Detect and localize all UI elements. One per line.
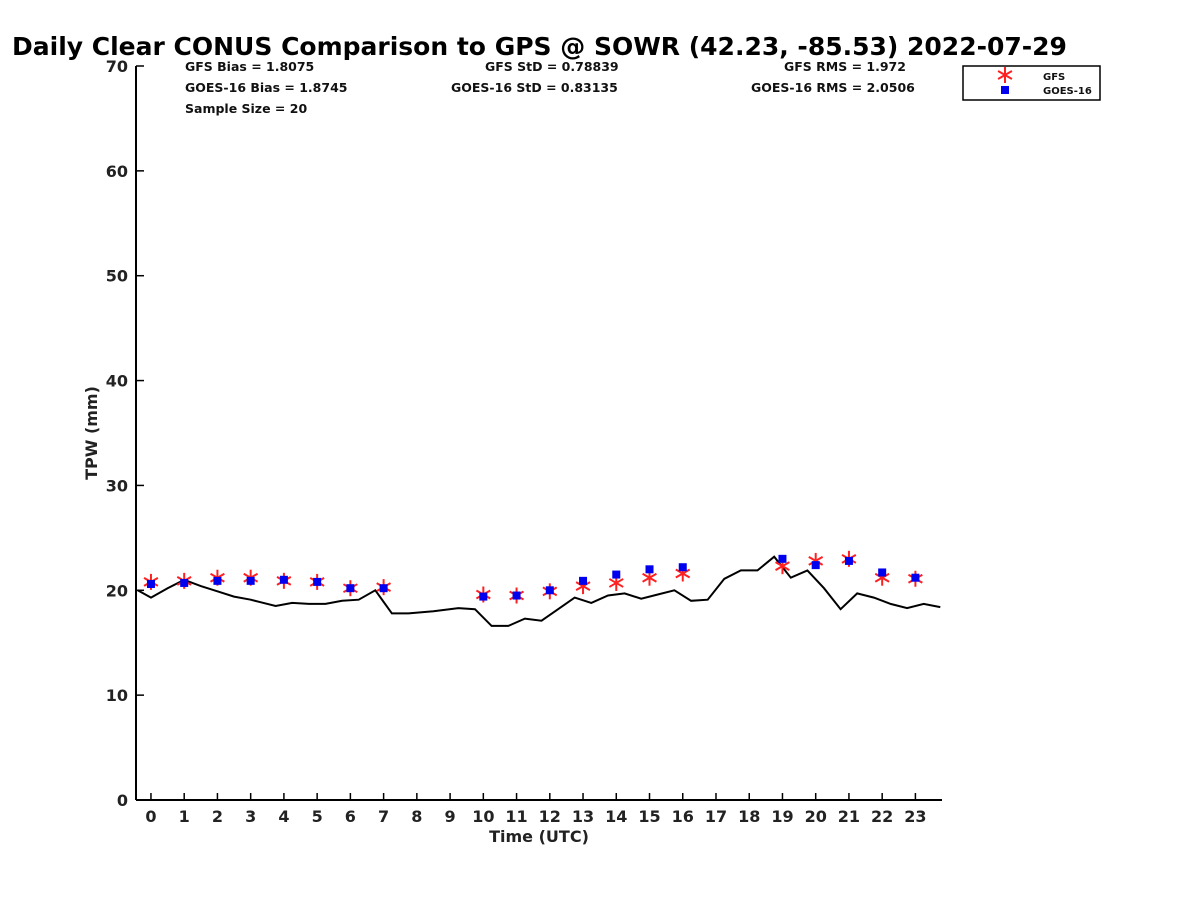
y-tick-label: 50 [106, 267, 128, 286]
axes: 0 1 2 3 4 5 6 7 8 9 10 11 12 13 14 15 16 17 18 19 20 21 22 23 0… [106, 57, 942, 826]
legend: GFS GOES-16 [962, 65, 1101, 101]
goes16-point [246, 576, 255, 585]
x-tick-label: 1 [179, 807, 190, 826]
plot-area [137, 550, 941, 627]
x-tick-label: 21 [838, 807, 860, 826]
legend-goes16-label: GOES-16 [1043, 86, 1092, 97]
gfs-point-stroke [675, 568, 691, 579]
y-tick-label: 60 [106, 162, 128, 181]
legend-goes16-marker-icon [1001, 86, 1009, 94]
x-tick-label: 2 [212, 807, 223, 826]
goes16-point [146, 579, 155, 588]
goes16-point [313, 577, 322, 586]
x-tick-label: 10 [472, 807, 494, 826]
x-tick-label: 16 [672, 807, 694, 826]
gfs-point-stroke [808, 556, 824, 566]
goes16-series [146, 554, 920, 601]
x-tick-label: 3 [245, 807, 256, 826]
x-axis-label: Time (UTC) [489, 827, 589, 846]
gfs-rms-stat: GFS RMS = 1.972 [784, 59, 906, 74]
goes-rms-stat: GOES-16 RMS = 2.0506 [751, 80, 915, 95]
x-tick-label: 18 [738, 807, 760, 826]
x-tick-label: 15 [638, 807, 660, 826]
legend-gfs-label: GFS [1043, 72, 1065, 83]
y-ticks: 0 10 20 30 40 50 60 70 [106, 57, 144, 810]
x-tick-label: 11 [505, 807, 527, 826]
y-axis-label: TPW (mm) [82, 386, 101, 480]
x-ticks: 0 1 2 3 4 5 6 7 8 9 10 11 12 13 14 15 16 17 18 19 20 21 22 23 [145, 793, 927, 826]
x-tick-label: 5 [312, 807, 323, 826]
goes16-point [878, 568, 887, 577]
goes16-point [844, 556, 853, 565]
goes16-point [778, 554, 787, 563]
legend-gfs-asterisk [997, 67, 1013, 83]
goes16-point [678, 563, 687, 572]
y-tick-label: 0 [117, 791, 128, 810]
sample-size-stat: Sample Size = 20 [185, 101, 307, 116]
y-tick-label: 40 [106, 372, 128, 391]
goes-bias-stat: GOES-16 Bias = 1.8745 [185, 80, 347, 95]
gfs-std-stat: GFS StD = 0.78839 [485, 59, 619, 74]
goes16-point [279, 575, 288, 584]
x-tick-label: 12 [539, 807, 561, 826]
goes16-point [180, 578, 189, 587]
gfs-point-stroke [874, 572, 890, 583]
legend-gfs-marker-icon [997, 67, 1013, 83]
legend-gfs-asterisk-stroke [997, 70, 1013, 80]
goes16-point [645, 565, 654, 574]
x-tick-label: 7 [378, 807, 389, 826]
x-tick-label: 17 [705, 807, 727, 826]
gps-line [137, 555, 941, 627]
y-tick-label: 70 [106, 57, 128, 76]
goes-std-stat: GOES-16 StD = 0.83135 [451, 80, 618, 95]
x-tick-label: 4 [278, 807, 289, 826]
y-tick-label: 10 [106, 686, 128, 705]
gfs-point-stroke [775, 561, 790, 572]
goes16-point [512, 591, 521, 600]
gps-series [137, 555, 941, 627]
goes16-point [479, 592, 488, 601]
x-tick-label: 14 [605, 807, 627, 826]
x-tick-label: 9 [445, 807, 456, 826]
stats-block: GFS Bias = 1.8075 GOES-16 Bias = 1.8745 … [185, 59, 915, 116]
x-tick-label: 23 [904, 807, 926, 826]
x-tick-label: 0 [145, 807, 156, 826]
x-tick-label: 8 [411, 807, 422, 826]
gfs-point-stroke [642, 572, 657, 583]
x-tick-label: 22 [871, 807, 893, 826]
goes16-point [911, 573, 920, 582]
x-tick-label: 13 [572, 807, 594, 826]
goes16-point [579, 576, 588, 585]
goes16-point [346, 584, 355, 593]
legend-box [962, 65, 1101, 101]
y-tick-label: 30 [106, 476, 128, 495]
goes16-point [213, 576, 222, 585]
gfs-bias-stat: GFS Bias = 1.8075 [185, 59, 314, 74]
goes16-point [811, 561, 820, 570]
goes16-point [545, 586, 554, 595]
x-tick-label: 6 [345, 807, 356, 826]
x-tick-label: 19 [771, 807, 793, 826]
goes16-point [612, 570, 621, 579]
x-tick-label: 20 [805, 807, 827, 826]
gfs-point-stroke [608, 578, 624, 588]
goes16-point [379, 584, 388, 593]
chart-title: Daily Clear CONUS Comparison to GPS @ SO… [12, 32, 1067, 61]
y-tick-label: 20 [106, 581, 128, 600]
gfs-point-stroke [575, 581, 591, 591]
